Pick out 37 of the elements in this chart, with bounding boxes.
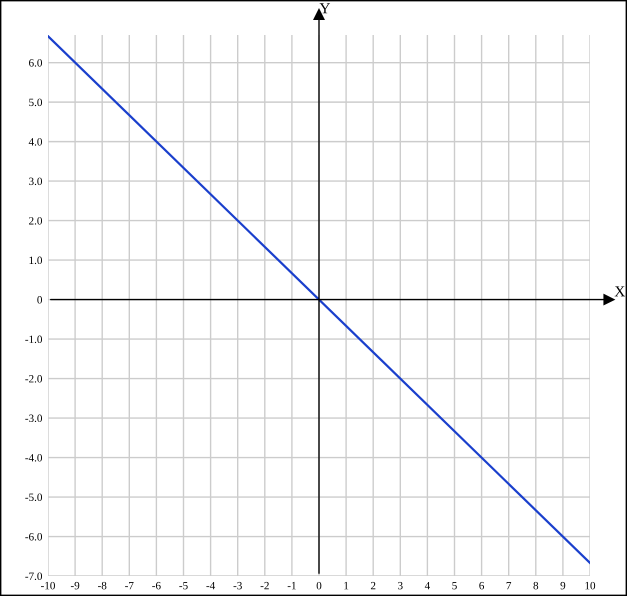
x-tick-label: -9 (70, 582, 80, 590)
x-tick-label: -1 (288, 582, 296, 590)
y-tick-label: 6.0 (29, 59, 42, 67)
x-tick-label: -3 (233, 582, 242, 590)
y-tick-label: -2.0 (25, 375, 42, 383)
y-tick-label: -7.0 (25, 572, 42, 580)
y-tick-label: -1.0 (25, 336, 42, 344)
y-axis-title: Y (320, 3, 330, 14)
x-tick-label: 4 (424, 582, 430, 590)
y-tick-label: -4.0 (25, 454, 42, 462)
y-tick-label: 2.0 (29, 217, 42, 225)
x-axis-title: X (614, 286, 626, 296)
x-tick-label: 9 (560, 582, 566, 590)
x-tick-label: -5 (179, 582, 188, 590)
x-tick-label: 1 (344, 582, 348, 590)
x-tick-label: 3 (398, 582, 403, 590)
x-tick-label: -8 (98, 582, 106, 590)
x-tick-label: 0 (316, 582, 322, 590)
x-tick-label: 5 (452, 582, 457, 590)
x-tick-label: -7 (125, 582, 134, 590)
x-tick-label: -4 (206, 582, 216, 590)
y-tick-label: -6.0 (25, 532, 42, 541)
x-tick-label: 6 (479, 582, 484, 590)
x-tick-label: -6 (152, 582, 161, 590)
y-tick-label: -3.0 (25, 414, 42, 422)
x-tick-label: 8 (533, 582, 538, 590)
x-tick-label: -10 (41, 582, 55, 590)
y-tick-label: -5.0 (25, 493, 42, 502)
y-tick-label: 1.0 (30, 256, 42, 264)
y-tick-label: 5.0 (29, 98, 42, 106)
x-tick-label: -2 (260, 582, 269, 590)
x-tick-label: 2 (370, 582, 376, 590)
y-tick-label: 4.0 (28, 138, 42, 146)
y-tick-label: 3.0 (29, 178, 42, 186)
y-tick-label: 0 (37, 296, 42, 304)
x-tick-label: 10 (585, 582, 596, 590)
x-tick-label: 7 (506, 582, 512, 590)
